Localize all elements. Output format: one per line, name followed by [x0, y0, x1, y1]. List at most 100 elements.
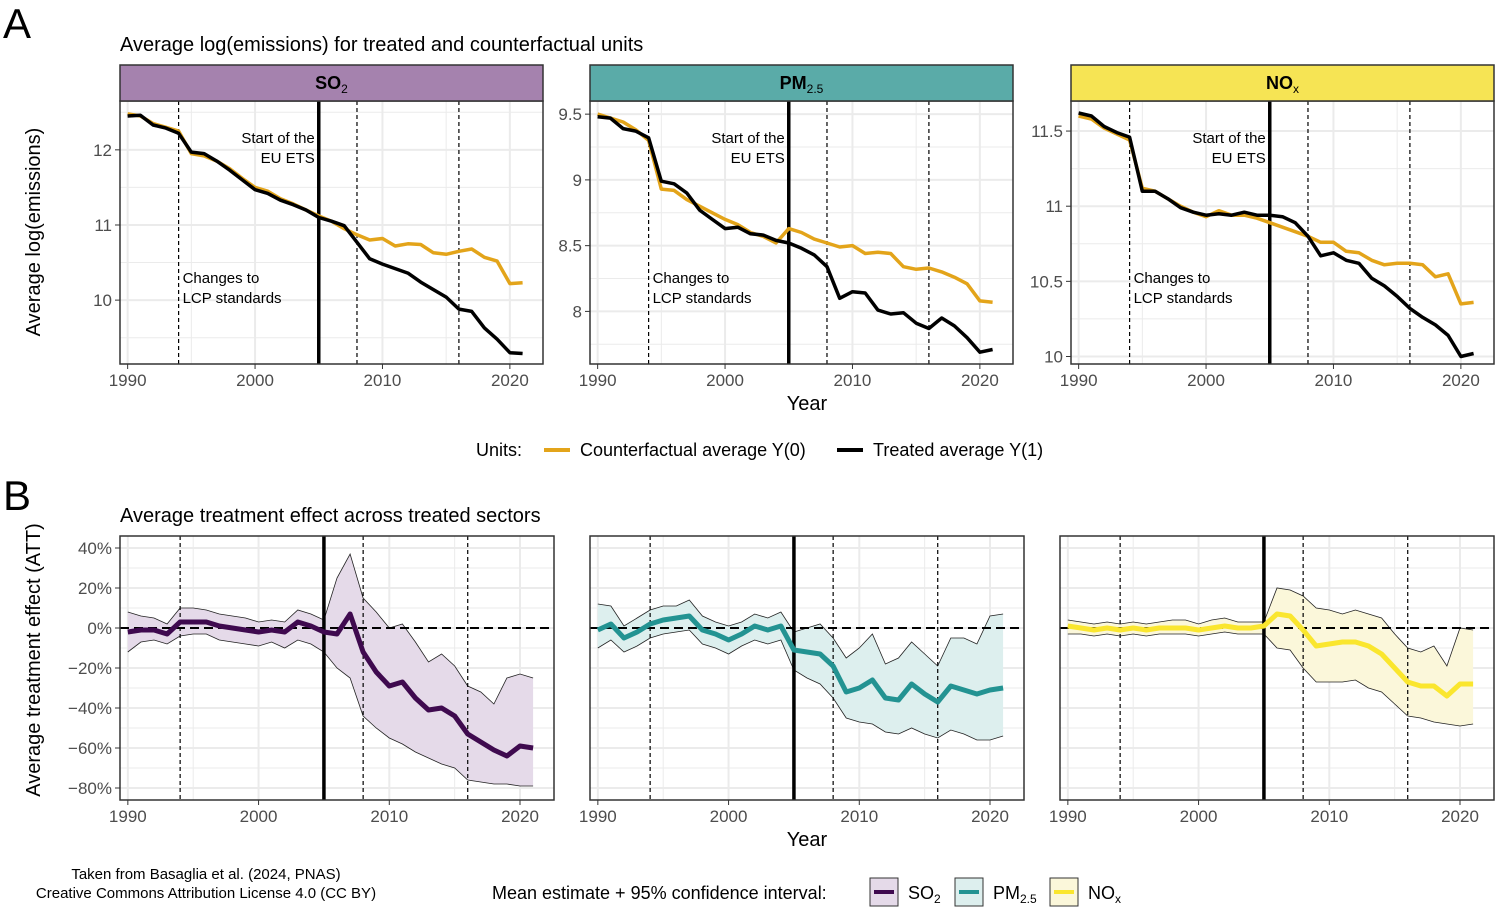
confidence-interval-upper-nox — [1067, 587, 1474, 667]
panel-b-plot-pm: 1990 2000 2010 2020 — [579, 535, 1025, 826]
facet-strip-label-pm: PM2.5 — [780, 73, 824, 96]
plot-panels: Start of the EU ETS Changes to LCP standard… — [68, 64, 1495, 826]
lcp-annotation-line-2: LCP standards — [653, 290, 752, 307]
panel-b-y-tick-label: 40% — [78, 539, 112, 558]
credit-line-2: Creative Commons Attribution License 4.0… — [36, 885, 376, 902]
confidence-interval-band-so2 — [127, 554, 534, 786]
panel-a-title: Average log(emissions) for treated and c… — [120, 34, 643, 56]
counterfactual-series-line — [597, 112, 993, 304]
panel-a-ylabel: Average log(emissions) — [23, 128, 45, 337]
treated-legend-label: Treated average Y(1) — [873, 440, 1043, 460]
pm-legend-label: PM2.5 — [993, 883, 1037, 906]
panel-a-y-tick-label: 8 — [573, 302, 582, 321]
treated-series-line — [127, 113, 523, 356]
panel-b-ylabel: Average treatment effect (ATT) — [23, 523, 45, 796]
panel-b-y-tick-label: 0% — [87, 619, 112, 638]
panel-a-pm-x-tick-label: 1990 — [579, 371, 617, 390]
treated-series-line — [1078, 111, 1475, 359]
lcp-annotation-line-1: Changes to — [653, 270, 730, 287]
panel-b-y-tick-label: −40% — [68, 699, 112, 718]
panel-a-xlabel: Year — [787, 393, 828, 415]
facet-strip-label-sub: 2.5 — [807, 82, 824, 96]
ets-annotation-line-2: EU ETS — [731, 150, 785, 167]
panel-b-so2-x-tick-label: 2000 — [240, 807, 278, 826]
panel-a-plot-background — [120, 101, 543, 364]
panel-b-nox-x-tick-label: 1990 — [1049, 807, 1087, 826]
lcp-annotation-line-1: Changes to — [1134, 270, 1211, 287]
panel-a-legend-title: Units: — [476, 440, 522, 460]
panel-b-so2-x-tick-label: 2020 — [501, 807, 539, 826]
panel-a-y-tick-label: 8.5 — [558, 237, 582, 256]
panel-a-y-tick-label: 9 — [573, 171, 582, 190]
panel-a-pm-x-tick-label: 2000 — [706, 371, 744, 390]
so2-legend-label-sub: 2 — [934, 892, 941, 906]
facet-strip-label-main: NO — [1266, 73, 1293, 93]
facet-strip-label-sub: x — [1293, 82, 1299, 96]
facet-strip-nox — [1070, 64, 1495, 102]
panel-a-letter: A — [3, 0, 31, 47]
panel-b-pm-x-tick-label: 2000 — [710, 807, 748, 826]
ets-annotation-line-1: Start of the — [241, 130, 314, 147]
panel-b-y-tick-label: −60% — [68, 739, 112, 758]
panel-a-y-tick-label: 10 — [1044, 347, 1063, 366]
panel-a-y-tick-label: 9.5 — [558, 105, 582, 124]
panel-a-pm-x-tick-label: 2010 — [834, 371, 872, 390]
counterfactual-series-line — [1078, 114, 1474, 306]
panel-a-nox-x-tick-label: 1990 — [1060, 371, 1098, 390]
panel-b-pm-x-tick-label: 1990 — [579, 807, 617, 826]
panel-b-plot-nox: 1990 2000 2010 2020 — [1049, 535, 1495, 826]
confidence-interval-upper-so2 — [127, 552, 534, 705]
panel-b-so2-x-tick-label: 1990 — [109, 807, 147, 826]
mean-estimate-line-nox — [1067, 611, 1474, 699]
ets-annotation-line-2: EU ETS — [261, 150, 315, 167]
confidence-interval-lower-nox — [1067, 631, 1474, 727]
panel-a-so2-x-tick-label: 1990 — [109, 371, 147, 390]
panel-a-y-tick-label: 11.5 — [1031, 122, 1063, 141]
confidence-interval-upper-pm — [597, 599, 1004, 667]
so2-legend-label: SO2 — [908, 883, 941, 906]
panel-b-so2-x-tick-label: 2010 — [370, 807, 408, 826]
pm-legend-label-sub: 2.5 — [1020, 892, 1037, 906]
panel-a-plot-background — [1071, 101, 1494, 364]
panel-a-nox-x-tick-label: 2010 — [1315, 371, 1353, 390]
credit-line-1: Taken from Basaglia et al. (2024, PNAS) — [71, 866, 340, 883]
panel-b-y-tick-label: 20% — [78, 579, 112, 598]
panel-a-y-tick-label: 11 — [1045, 197, 1063, 216]
nox-legend-label-main: NO — [1088, 883, 1115, 903]
facet-strip-label-main: PM — [780, 73, 807, 93]
panel-a-y-tick-label: 10 — [93, 291, 112, 310]
mean-estimate-line-pm — [596, 613, 1004, 705]
ets-annotation-line-1: Start of the — [711, 130, 784, 147]
panel-b-nox-x-tick-label: 2020 — [1441, 807, 1479, 826]
panel-b-pm-x-tick-label: 2020 — [971, 807, 1009, 826]
nox-legend-label-sub: x — [1115, 892, 1121, 906]
ets-annotation-line-1: Start of the — [1192, 130, 1265, 147]
facet-strip-label-nox: NOx — [1266, 73, 1299, 96]
panel-a-plot-so2: Start of the EU ETS Changes to LCP standard… — [93, 64, 544, 390]
panel-a-plot-pm: Start of the EU ETS Changes to LCP standard… — [558, 64, 1014, 390]
facet-strip-label-so2: SO2 — [315, 73, 348, 96]
panel-a-plot-nox: Start of the EU ETS Changes to LCP standard… — [1030, 64, 1495, 390]
panel-b-plot-frame — [589, 535, 1025, 801]
lcp-annotation-line-2: LCP standards — [183, 290, 282, 307]
panel-a-pm-x-tick-label: 2020 — [961, 371, 999, 390]
panel-b-y-tick-label: −20% — [68, 659, 112, 678]
counterfactual-legend-label: Counterfactual average Y(0) — [580, 440, 806, 460]
panel-b-pm-x-tick-label: 2010 — [840, 807, 878, 826]
panel-a-so2-x-tick-label: 2010 — [364, 371, 402, 390]
panel-b-nox-x-tick-label: 2010 — [1310, 807, 1348, 826]
panel-a-so2-x-tick-label: 2020 — [491, 371, 529, 390]
lcp-annotation-line-2: LCP standards — [1134, 290, 1233, 307]
pm-legend-label-main: PM — [993, 883, 1020, 903]
panel-b-legend: Mean estimate + 95% confidence interval:… — [492, 877, 1121, 907]
nox-legend-label: NOx — [1088, 883, 1121, 906]
panel-b-plot-so2: −80% −60% −40% −20% 0% 20% 40% 1990 2000 2010 2020 — [68, 535, 555, 826]
panel-b-plot-frame — [1059, 535, 1495, 801]
facet-strip-label-sub: 2 — [341, 82, 348, 96]
panel-a-y-tick-label: 12 — [93, 141, 112, 160]
panel-b-xlabel: Year — [787, 829, 828, 851]
panel-b-letter: B — [3, 472, 31, 519]
panel-b-legend-title: Mean estimate + 95% confidence interval: — [492, 883, 827, 903]
ets-annotation-line-2: EU ETS — [1212, 150, 1266, 167]
